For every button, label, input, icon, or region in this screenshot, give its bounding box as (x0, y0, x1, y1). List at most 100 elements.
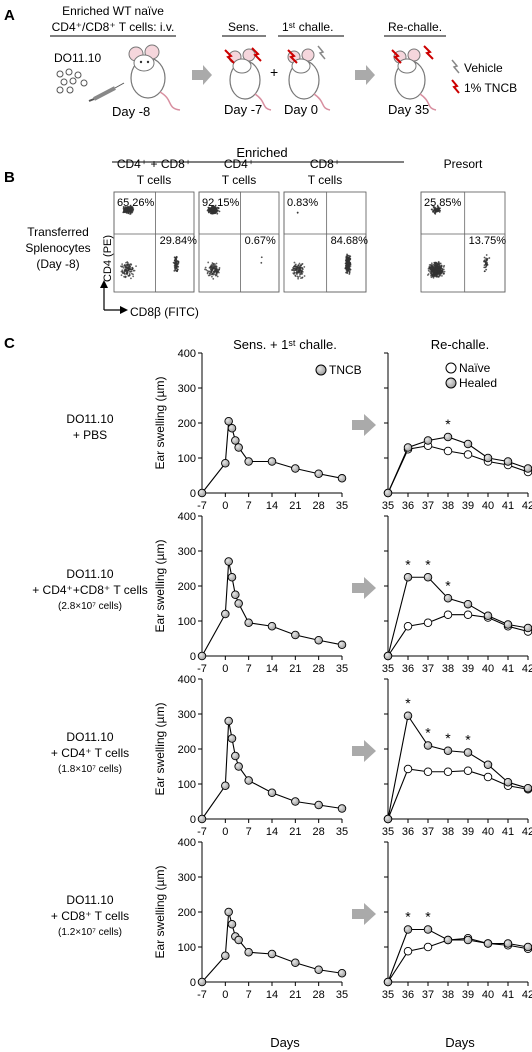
tncb-bolt-icon (251, 47, 262, 62)
line-chart: 35 36 37 38 39 40 41 42 * * * * (382, 678, 532, 838)
y-tick-label: 0 (190, 651, 196, 663)
x-axis-title-right: Days (445, 1035, 475, 1050)
x-tick-label: 41 (502, 989, 514, 1001)
data-point (523, 623, 532, 633)
mouse-icon (393, 48, 437, 111)
row-label-treatment: + CD4⁺ T cells (51, 746, 129, 760)
data-point (463, 599, 473, 609)
y-axis-label: Ear swelling (µm) (153, 866, 167, 959)
flow-plot-title: Presort (444, 157, 483, 171)
data-point (483, 772, 493, 782)
data-point (267, 457, 277, 466)
flow-plot-title: CD8⁺ (310, 157, 340, 171)
x-tick-label: 37 (422, 663, 434, 675)
row-label-dose: (1.2×10⁷ cells) (58, 927, 122, 938)
x-tick-label: 21 (289, 989, 301, 1001)
data-point (291, 958, 300, 968)
cd8-percent: 84.68% (331, 235, 369, 247)
y-tick-label: 100 (178, 779, 196, 791)
data-point (197, 651, 207, 661)
sens-label: Sens. (228, 20, 259, 34)
data-point (483, 939, 493, 948)
cd8-gate (240, 233, 280, 293)
mouse-icon (128, 44, 181, 111)
x-tick-label: 40 (482, 989, 494, 1001)
cd4-percent: 92.15% (202, 197, 240, 209)
significance-star: * (445, 416, 451, 432)
data-point (227, 734, 237, 743)
flow-plot: CD4⁺ + CD8⁺ T cells 65.26% 29.84% (113, 157, 198, 293)
y-tick-label: 100 (178, 616, 196, 628)
data-point (221, 609, 230, 619)
x-tick-label: 35 (336, 989, 348, 1001)
y-tick-label: 300 (178, 546, 196, 558)
x-tick-label: 28 (313, 663, 325, 675)
panel-a-letter: A (4, 7, 15, 24)
data-point (443, 594, 453, 603)
cd4-gate (283, 191, 328, 235)
x-tick-label: 28 (313, 500, 325, 512)
cells-icon (56, 68, 88, 94)
x-tick-label: 21 (289, 663, 301, 675)
mouse-icon (228, 48, 272, 111)
cd8-percent: 13.75% (469, 235, 507, 247)
flow-events (426, 204, 491, 279)
data-point (383, 488, 393, 498)
day-minus8-label: Day -8 (112, 104, 150, 119)
cd8-gate (326, 233, 367, 293)
data-point (523, 783, 532, 793)
data-point (463, 450, 473, 459)
row-label-strain: DO11.10 (66, 567, 113, 581)
x-tick-label: 0 (222, 826, 228, 838)
data-point (234, 599, 243, 608)
x-tick-label: 37 (422, 826, 434, 838)
cd8-percent: 0.67% (245, 235, 276, 247)
day-35-label: Day 35 (388, 102, 429, 117)
y-tick-label: 100 (178, 453, 196, 465)
tncb-bolt-icon (287, 49, 298, 64)
y-tick-label: 0 (190, 977, 196, 989)
data-point (463, 748, 473, 757)
panel-c-letter: C (4, 335, 15, 352)
row-label: DO11.10 + CD8⁺ T cells (1.2×10⁷ cells) (51, 893, 129, 938)
data-point (523, 942, 532, 952)
data-point (291, 464, 300, 473)
x-tick-label: 39 (462, 500, 474, 512)
line-chart: 35 36 37 38 39 40 41 42 * * * (382, 515, 532, 675)
cd8-gate (464, 233, 506, 293)
x-tick-label: 37 (422, 500, 434, 512)
data-point (197, 814, 207, 824)
data-point (423, 925, 433, 934)
row-label-line1: Transferred (27, 225, 89, 239)
flow-plot-title: CD4⁺ + CD8⁺ (117, 157, 191, 171)
data-point (314, 636, 323, 645)
gray-arrow-icon (352, 414, 376, 436)
y-tick-label: 300 (178, 872, 196, 884)
data-point (403, 946, 413, 956)
y-axis-label: Ear swelling (µm) (153, 703, 167, 796)
legend-tncb-text: TNCB (329, 363, 362, 377)
y-tick-label: 100 (178, 942, 196, 954)
y-tick-label: 400 (178, 674, 196, 686)
data-point (227, 920, 237, 929)
cd4-gate (113, 191, 156, 235)
x-axis-title-left: Days (270, 1035, 300, 1050)
cd8-percent: 29.84% (160, 235, 198, 247)
x-tick-label: 38 (442, 989, 454, 1001)
cd4-percent: 0.83% (287, 197, 318, 209)
flow-plot: Presort 25.85% 13.75% (420, 157, 507, 293)
x-tick-label: 21 (289, 500, 301, 512)
x-tick-label: 41 (502, 500, 514, 512)
data-point (423, 573, 433, 582)
data-point (267, 949, 277, 959)
data-point (403, 622, 413, 631)
data-point (234, 762, 243, 771)
y-tick-label: 200 (178, 744, 196, 756)
row-label-treatment: + CD4⁺+CD8⁺ T cells (32, 583, 148, 597)
row-label: DO11.10 + PBS (66, 412, 113, 442)
x-tick-label: -7 (197, 663, 207, 675)
vehicle-legend-icon (451, 59, 460, 74)
gray-arrow-icon (352, 577, 376, 599)
day-0-label: Day 0 (284, 102, 318, 117)
